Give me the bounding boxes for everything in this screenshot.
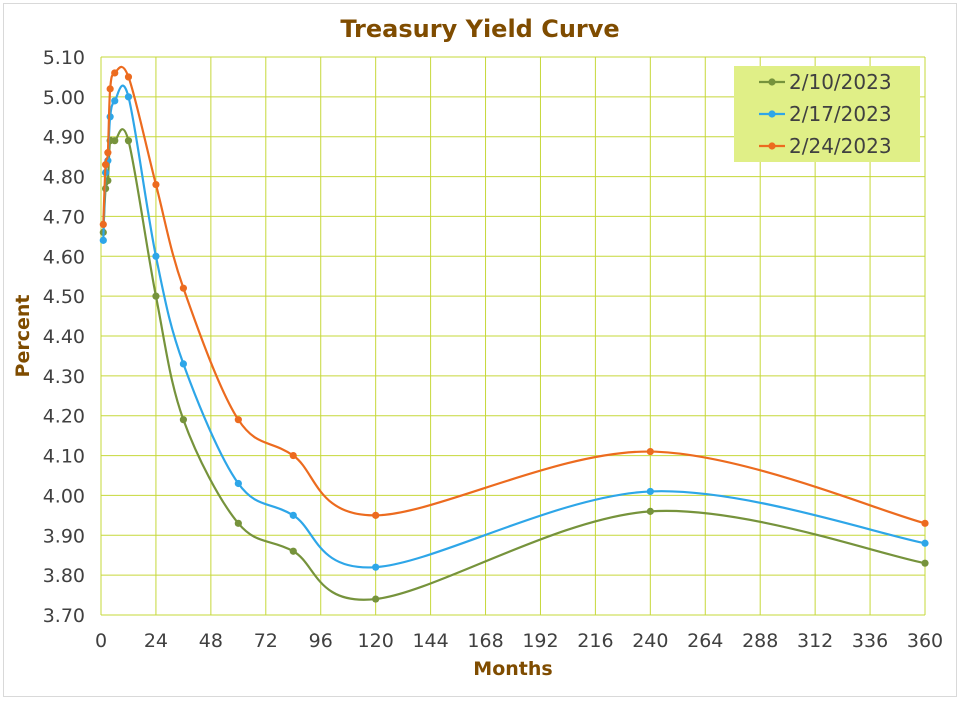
y-axis-label: Percent <box>12 295 34 378</box>
series-line <box>102 128 926 601</box>
data-point <box>646 487 654 496</box>
x-tick-label: 312 <box>797 630 833 652</box>
chart-title: Treasury Yield Curve <box>340 15 619 43</box>
series-3 <box>99 65 929 527</box>
data-point <box>646 447 654 456</box>
data-point <box>372 511 380 519</box>
x-tick-label: 264 <box>687 630 723 652</box>
data-point <box>289 547 297 555</box>
data-point <box>179 416 187 424</box>
data-point <box>289 451 297 460</box>
data-point <box>152 252 160 260</box>
x-tick-label: 240 <box>632 630 668 652</box>
legend-entry: 2/17/2023 <box>759 102 892 126</box>
y-tick-label: 4.10 <box>43 446 85 468</box>
x-tick-label: 48 <box>199 630 223 652</box>
data-point <box>646 507 654 515</box>
x-tick-label: 0 <box>95 630 107 652</box>
legend-marker <box>768 142 776 150</box>
legend-label: 2/10/2023 <box>789 70 892 94</box>
x-tick-label: 360 <box>907 630 943 652</box>
data-point <box>234 519 242 527</box>
data-point <box>372 563 380 571</box>
data-point <box>99 220 107 228</box>
data-point <box>179 360 187 368</box>
data-point <box>99 236 107 244</box>
data-point <box>921 559 929 567</box>
data-point <box>124 137 133 145</box>
y-tick-label: 4.90 <box>43 127 85 149</box>
y-tick-label: 3.70 <box>43 605 85 627</box>
y-axis-ticks: 3.70 3.80 3.90 4.00 4.10 4.20 4.30 4.40 4.50 4.60… <box>43 47 85 627</box>
x-tick-label: 96 <box>309 630 333 652</box>
y-tick-label: 4.60 <box>43 246 85 268</box>
data-point <box>234 479 242 488</box>
x-axis-label: Months <box>473 658 552 680</box>
legend-marker <box>768 78 776 86</box>
y-tick-label: 5.10 <box>43 47 85 69</box>
x-tick-label: 168 <box>467 630 503 652</box>
data-point <box>111 69 119 77</box>
x-tick-label: 144 <box>412 630 448 652</box>
x-tick-label: 192 <box>522 630 558 652</box>
data-point <box>234 416 242 424</box>
legend-entry: 2/24/2023 <box>759 134 892 158</box>
legend-label: 2/17/2023 <box>789 102 892 126</box>
x-tick-label: 288 <box>742 630 778 652</box>
legend-marker <box>768 110 776 118</box>
data-point <box>111 97 119 105</box>
data-point <box>106 85 114 93</box>
data-point <box>101 161 110 169</box>
data-point <box>124 73 133 81</box>
x-tick-label: 72 <box>254 630 278 652</box>
y-tick-label: 4.50 <box>43 286 85 308</box>
y-tick-label: 3.90 <box>43 525 85 547</box>
legend-label: 2/24/2023 <box>789 134 892 158</box>
y-tick-label: 4.80 <box>43 167 85 189</box>
data-point <box>152 292 160 300</box>
x-axis-ticks: 0 24 48 72 96 120 144 168 192 216 240 264 288 312 336 3… <box>95 630 943 652</box>
data-point <box>372 595 380 603</box>
y-tick-label: 3.80 <box>43 565 85 587</box>
data-point <box>104 149 112 157</box>
x-tick-label: 216 <box>577 630 613 652</box>
x-tick-label: 120 <box>358 630 394 652</box>
data-point <box>111 137 119 145</box>
series-layer <box>99 65 929 603</box>
legend: 2/10/2023 2/17/2023 2/24/2023 <box>734 66 920 162</box>
data-point <box>124 93 133 101</box>
grid <box>100 56 926 616</box>
data-point <box>179 284 187 292</box>
x-tick-label: 24 <box>144 630 168 652</box>
y-tick-label: 4.00 <box>43 485 85 507</box>
y-tick-label: 4.40 <box>43 326 85 348</box>
series-1 <box>99 128 929 603</box>
y-tick-label: 4.70 <box>43 206 85 228</box>
y-tick-label: 5.00 <box>43 87 85 109</box>
x-tick-label: 336 <box>852 630 888 652</box>
data-point <box>921 539 929 547</box>
data-point <box>289 511 297 519</box>
y-tick-label: 4.30 <box>43 366 85 388</box>
y-tick-label: 4.20 <box>43 406 85 428</box>
data-point <box>152 180 160 189</box>
legend-entry: 2/10/2023 <box>759 70 892 94</box>
data-point <box>921 519 929 527</box>
